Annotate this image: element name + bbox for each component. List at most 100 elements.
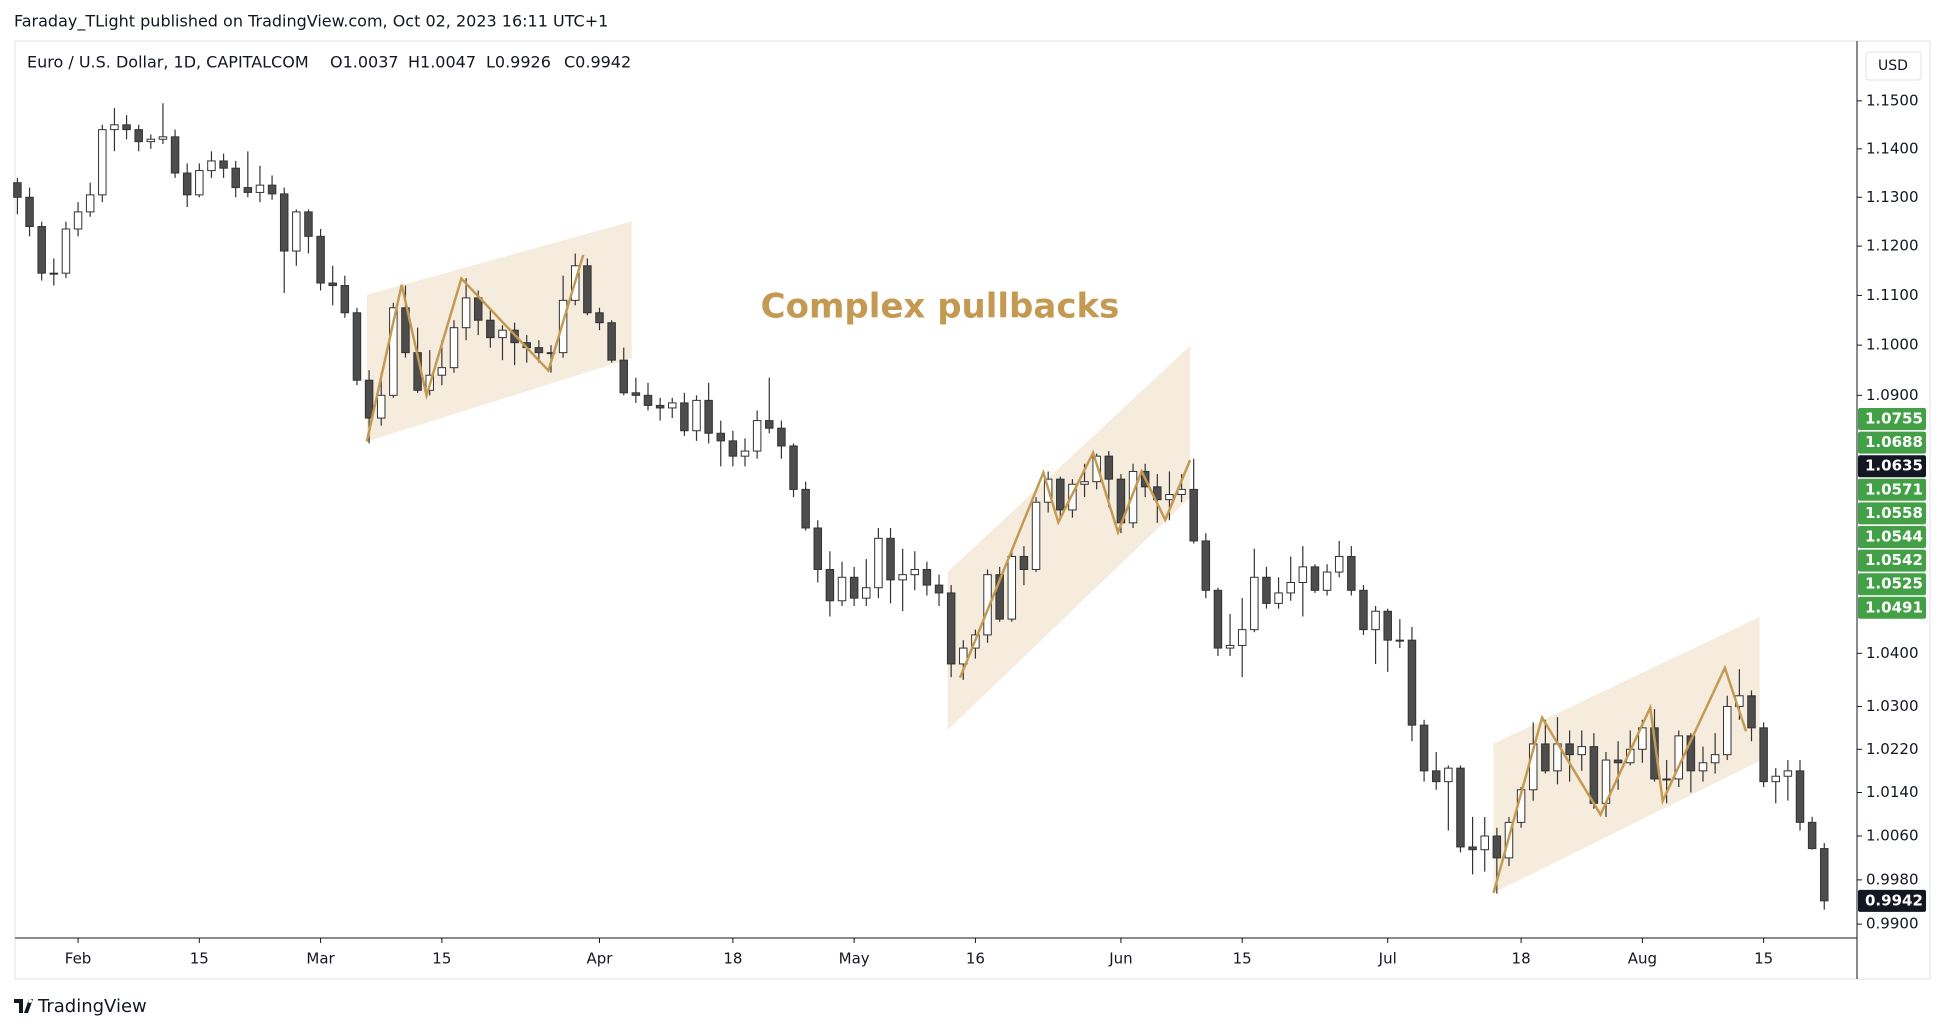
logo (14, 999, 33, 1013)
currency-box[interactable] (1865, 51, 1922, 81)
candle-body (1395, 639, 1405, 642)
candle-body (1698, 762, 1708, 772)
price-label: 1.0491 (1865, 598, 1923, 616)
candle-body (1019, 555, 1029, 570)
publish-info: Faraday_TLight published on TradingView.… (14, 12, 608, 32)
price-label: 1.0571 (1865, 480, 1923, 498)
candle-body (1213, 589, 1223, 649)
candle-body (85, 194, 95, 213)
candle-body (946, 592, 956, 665)
ohlc-value: O1.0037 (330, 53, 399, 72)
candle-body (1201, 540, 1211, 591)
last-price-label: 0.9942 (1865, 891, 1923, 909)
candle-body (898, 574, 907, 581)
candle-body (886, 537, 895, 581)
candle-body (752, 420, 762, 452)
candle-body (1383, 610, 1392, 641)
candle-body (1007, 555, 1017, 620)
candle-body (922, 568, 932, 586)
y-tick-label: 1.0400 (1866, 644, 1919, 662)
candle-body (1371, 610, 1380, 631)
candle-body (267, 184, 277, 195)
candle-body (765, 420, 774, 429)
zigzag (958, 449, 1192, 679)
candle-body (401, 307, 410, 354)
candle-body (1407, 639, 1417, 726)
candle-body (1056, 478, 1065, 511)
candle-body (1104, 455, 1114, 480)
candle-body (1480, 835, 1489, 851)
candle-body (49, 272, 59, 275)
candle-body (352, 312, 362, 381)
candle-body (1250, 576, 1259, 631)
price-label: 1.0688 (1865, 433, 1923, 451)
candle-body (1031, 501, 1041, 570)
y-tick-label: 1.1500 (1866, 91, 1919, 109)
candle-body (849, 576, 859, 599)
x-tick-label: 18 (723, 950, 742, 968)
candle-body (1262, 576, 1271, 604)
candle-body (1092, 455, 1101, 483)
candle-body (583, 265, 592, 314)
candle-body (728, 440, 738, 457)
x-tick-label: 16 (966, 950, 985, 968)
candle-body (1747, 695, 1756, 729)
candle-body (692, 399, 701, 432)
candle-body (1310, 566, 1320, 591)
ohlc-value: L0.9926 (486, 53, 551, 72)
candle-body (1710, 754, 1720, 764)
price-label: 1.0542 (1865, 551, 1923, 569)
candle-body (1359, 589, 1368, 631)
last-price-box (1858, 889, 1926, 912)
y-tick-label: 1.0060 (1866, 827, 1919, 845)
ohlc-value: C0.9942 (564, 53, 631, 72)
candle-body (498, 329, 507, 339)
candle-body (1444, 767, 1453, 783)
candle-body (668, 402, 677, 409)
x-tick-label: 15 (190, 950, 209, 968)
candle-body (1722, 705, 1732, 756)
zigzag (365, 254, 585, 442)
candle-body (983, 574, 992, 636)
candle-body (704, 399, 713, 434)
candle-body (122, 124, 131, 131)
candle-body (255, 184, 265, 193)
candle-body (1807, 821, 1817, 850)
price-label-box (1858, 455, 1926, 478)
candle-body (449, 327, 459, 369)
x-tick-label: Jul (1378, 950, 1397, 968)
candle-body (1068, 483, 1077, 511)
x-tick-label: Apr (587, 950, 614, 968)
candle-body (1274, 592, 1283, 604)
candle-body (304, 211, 313, 237)
candle-body (73, 211, 83, 230)
candle-body (243, 187, 253, 193)
candle-body (231, 167, 240, 189)
candle-body (195, 170, 204, 196)
candle-body (1759, 727, 1768, 783)
candle-body (1419, 724, 1429, 772)
y-tick-label: 1.1000 (1866, 336, 1919, 354)
candle-body (61, 228, 71, 274)
y-tick-label: 0.9980 (1866, 870, 1919, 888)
candle-body (777, 427, 786, 447)
candle-body (170, 136, 180, 174)
price-label: 1.0755 (1865, 410, 1923, 428)
candle-body (789, 445, 798, 490)
candle-body (959, 647, 968, 665)
candle-body (1165, 494, 1174, 501)
channel (947, 345, 1191, 730)
candle-body (279, 193, 289, 252)
y-tick-label: 1.1200 (1866, 237, 1919, 255)
candle-body (680, 402, 689, 432)
candle-body (1662, 778, 1671, 781)
candle-body (1565, 743, 1574, 756)
candle-body (534, 347, 544, 354)
candle-body (837, 576, 847, 602)
candle-body (328, 282, 337, 287)
candle-body (13, 182, 22, 198)
candle-body (1128, 470, 1138, 524)
candle-body (437, 367, 447, 376)
